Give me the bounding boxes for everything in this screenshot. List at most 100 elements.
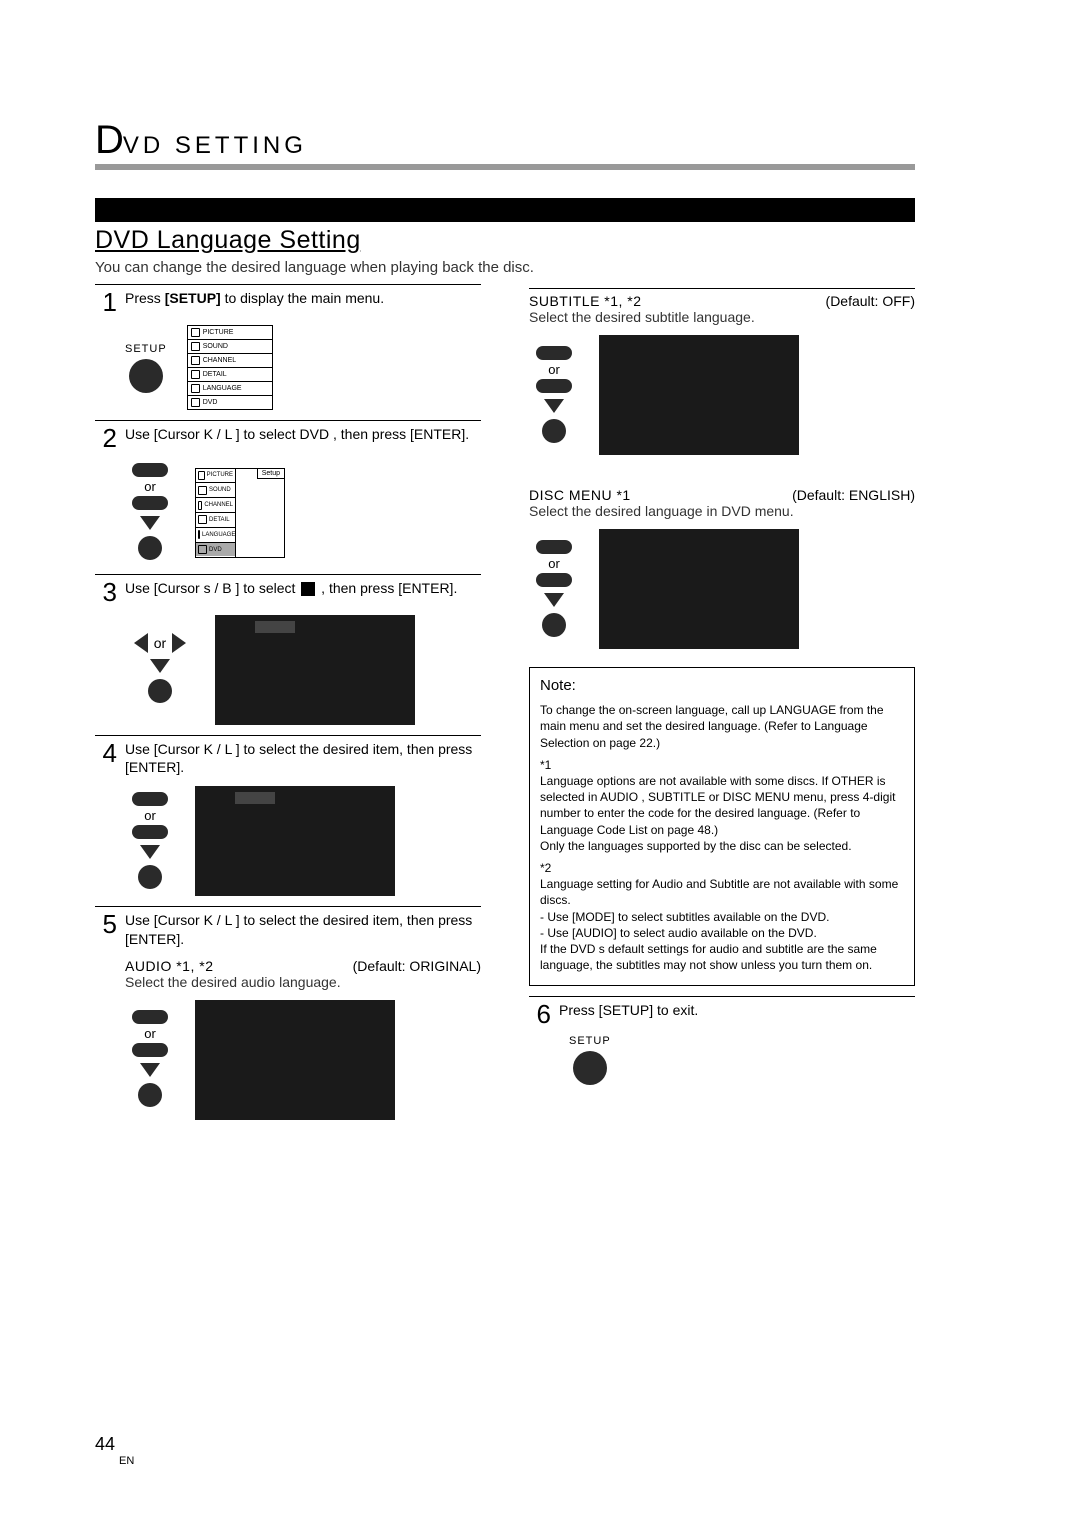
screen-mock-discmenu [599,529,799,649]
step-3-text-a: Use [Cursor s / B ] to select [125,580,299,596]
down-arrow-icon-dm [544,593,564,607]
page-header: D VD SETTING [95,120,915,160]
step-1-text-c: to display the main menu. [225,290,385,306]
left-arrow-icon [134,633,148,653]
nav-cluster-vertical: or [125,461,175,564]
step-5-number: 5 [95,911,117,937]
menu-language-label: LANGUAGE [203,385,242,392]
menu-row-channel: CHANNEL [188,354,272,368]
title-initial: D [95,120,125,160]
subtitle-desc: Select the desired subtitle language. [529,309,915,325]
note-p4: Language setting for Audio and Subtitle … [540,876,904,908]
note-p3: Only the languages supported by the disc… [540,838,904,854]
screen-mock-4 [195,786,395,896]
step-5: 5 Use [Cursor K / L ] to select the desi… [95,906,481,1119]
enter-circle-icon-3 [148,679,172,703]
enter-circle-icon-sub [542,419,566,443]
note-p6: - Use [AUDIO] to select audio available … [540,925,904,941]
step-1: 1 Press [SETUP] to display the main menu… [95,284,481,410]
menu-dvd-label: DVD [203,399,218,406]
menu-row-language: LANGUAGE [188,382,272,396]
enter-circle-icon-dm [542,613,566,637]
right-arrow-icon [172,633,186,653]
enter-circle-icon-5 [138,1083,162,1107]
audio-row: AUDIO *1, *2 (Default: ORIGINAL) [125,958,481,974]
discmenu-row: DISC MENU *1 (Default: ENGLISH) [529,487,915,503]
screen-mock-5 [195,1000,395,1120]
step-4-text: Use [Cursor K / L ] to select the desire… [125,740,481,776]
nav-cluster-4: or [125,790,175,893]
nav-down-icon-5 [132,1043,168,1057]
note-p2: Language options are not available with … [540,773,904,838]
header-rule [95,164,915,170]
step-3-text-b: , then press [ENTER]. [321,580,457,596]
or-label-h: or [154,635,166,651]
step-2: 2 Use [Cursor K / L ] to select DVD , th… [95,420,481,564]
step-3: 3 Use [Cursor s / B ] to select , then p… [95,574,481,725]
side-row-language: LANGUAGE [196,528,235,543]
step-1-text: Press [SETUP] to display the main menu. [125,289,481,307]
title-text: VD SETTING [123,132,307,160]
menu-sound-label: SOUND [203,343,228,350]
nav-cluster-5: or [125,1008,175,1111]
step-3-number: 3 [95,579,117,605]
black-square-icon [301,582,315,596]
step-5-text: Use [Cursor K / L ] to select the desire… [125,911,481,947]
setup-button-icon: SETUP [125,343,167,393]
screen-mock-3 [215,615,415,725]
setup-circle-icon-6 [573,1051,607,1085]
step-6-text: Press [SETUP] to exit. [559,1001,915,1019]
menu-detail-label: DETAIL [203,371,227,378]
screen-tab-icon-4 [235,792,275,804]
note-p5: - Use [MODE] to select subtitles availab… [540,909,904,925]
note-star1: *1 [540,757,904,773]
right-column: SUBTITLE *1, *2 (Default: OFF) Select th… [529,284,915,1120]
step-4-number: 4 [95,740,117,766]
page-number: 44 EN [95,1434,134,1467]
note-box: Note: To change the on-screen language, … [529,667,915,986]
nav-up-icon [132,463,168,477]
nav-down-icon-dm [536,573,572,587]
nav-cluster-subtitle: or [529,344,579,447]
nav-down-icon-sub [536,379,572,393]
menu-row-picture: PICTURE [188,326,272,340]
page-lang: EN [119,1455,134,1467]
menu-picture-label: PICTURE [203,329,234,336]
subtitle-default: (Default: OFF) [826,293,915,309]
down-arrow-icon-4 [140,845,160,859]
main-menu-mock: PICTURE SOUND CHANNEL DETAIL LANGUAGE DV… [187,325,273,410]
or-label-sub: or [529,362,579,377]
nav-up-icon-sub [536,346,572,360]
nav-up-icon-4 [132,792,168,806]
section-lead: You can change the desired language when… [95,259,915,276]
discmenu-default: (Default: ENGLISH) [792,487,915,503]
step-3-text: Use [Cursor s / B ] to select , then pre… [125,579,481,597]
side-row-dvd-selected: DVD [196,543,235,557]
setup-label: SETUP [125,343,167,355]
discmenu-desc: Select the desired language in DVD menu. [529,503,915,519]
audio-desc: Select the desired audio language. [125,974,481,990]
note-p1: To change the on-screen language, call u… [540,702,904,751]
page-number-value: 44 [95,1434,115,1454]
subtitle-label: SUBTITLE *1, *2 [529,293,642,309]
or-label: or [125,479,175,494]
side-row-detail: DETAIL [196,513,235,528]
down-arrow-icon-sub [544,399,564,413]
down-arrow-icon [140,516,160,530]
setup-tag: Setup [257,468,285,479]
nav-down-icon [132,496,168,510]
step-1-number: 1 [95,289,117,315]
or-label-5: or [125,1026,175,1041]
setup-circle-icon [129,359,163,393]
discmenu-label: DISC MENU *1 [529,487,631,503]
step-1-text-a: Press [125,290,161,306]
enter-circle-icon [138,536,162,560]
menu-channel-label: CHANNEL [203,357,236,364]
nav-up-icon-dm [536,540,572,554]
nav-cluster-horizontal: or [125,633,195,707]
or-label-dm: or [529,556,579,571]
nav-down-icon-4 [132,825,168,839]
dvd-menu-mock: Setup PICTURE SOUND CHANNEL DETAIL LANGU… [195,468,285,558]
subtitle-row: SUBTITLE *1, *2 (Default: OFF) [529,288,915,309]
note-heading: Note: [540,676,904,696]
